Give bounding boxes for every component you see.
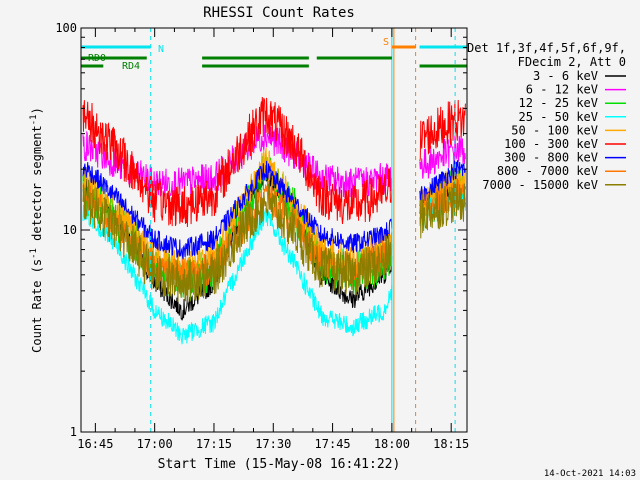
y-tick-label: 10 [63, 223, 77, 237]
legend-label: 3 - 6 keV [533, 69, 598, 83]
y-axis-label: Count Rate (s-1 detector segment-1) [29, 107, 44, 353]
legend-label: 50 - 100 keV [511, 123, 598, 137]
x-tick-label: 17:45 [315, 437, 351, 451]
legend-label: 12 - 25 keV [519, 96, 598, 110]
flag-label: S [383, 37, 389, 48]
x-tick-label: 17:15 [196, 437, 232, 451]
y-axis: 1 10 100 [55, 21, 467, 439]
legend-label: 300 - 800 keV [504, 151, 598, 165]
x-tick-label: 17:30 [255, 437, 291, 451]
x-tick-label: 18:00 [374, 437, 410, 451]
plot-area: N S RD0 RD4 [81, 28, 467, 432]
series-line [82, 159, 466, 260]
x-tick-label: 16:45 [77, 437, 113, 451]
flag-label: RD0 [88, 53, 106, 64]
flag-label: N [158, 44, 164, 55]
series-line [82, 178, 466, 303]
legend: Det 1f,3f,4f,5f,6f,9f, FDecim 2, Att 0 3… [467, 41, 626, 192]
chart-title: RHESSI Count Rates [203, 5, 355, 21]
legend-label: 25 - 50 keV [519, 110, 598, 124]
x-axis-label: Start Time (15-May-08 16:41:22) [158, 457, 401, 472]
x-tick-label: 18:15 [433, 437, 469, 451]
flag-label: RD4 [122, 61, 140, 72]
legend-header-2: FDecim 2, Att 0 [518, 55, 626, 69]
legend-label: 100 - 300 keV [504, 137, 598, 151]
legend-label: 800 - 7000 keV [497, 164, 598, 178]
legend-label: 7000 - 15000 keV [482, 178, 598, 192]
series-line [82, 96, 466, 228]
y-tick-label: 100 [55, 21, 77, 35]
x-axis: 16:45 17:00 17:15 17:30 17:45 18:00 18:15 [77, 28, 469, 451]
legend-header-1: Det 1f,3f,4f,5f,6f,9f, [467, 41, 626, 55]
x-tick-label: 17:00 [137, 437, 173, 451]
legend-label: 6 - 12 keV [526, 83, 598, 97]
footer-timestamp: 14-Oct-2021 14:03 [544, 469, 636, 479]
y-tick-label: 1 [70, 425, 77, 439]
